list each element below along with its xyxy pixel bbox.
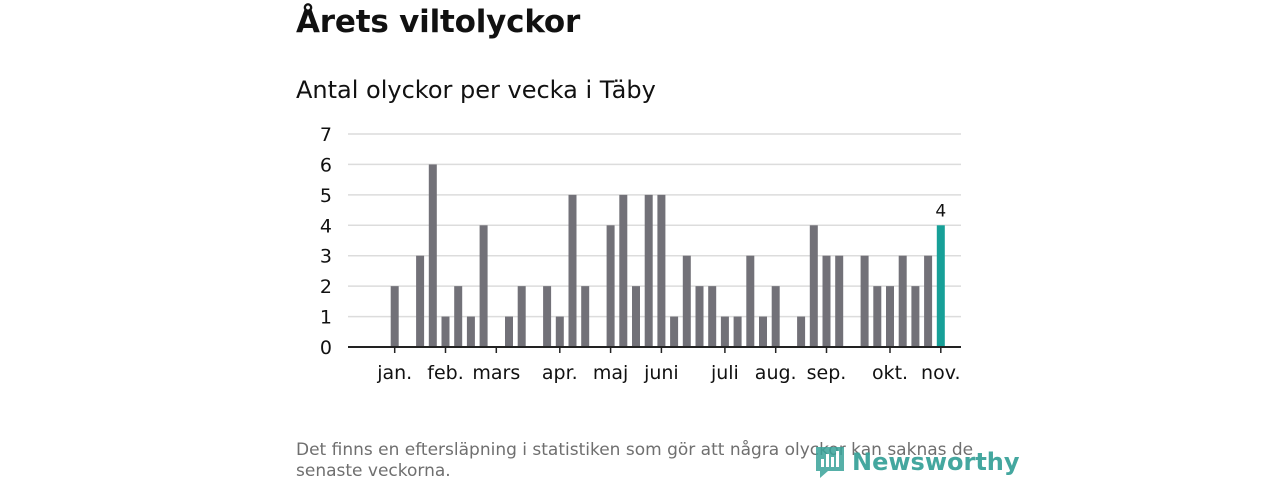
data-labels: 4 xyxy=(935,201,946,221)
bar xyxy=(644,194,653,347)
y-tick-label: 1 xyxy=(320,307,332,329)
x-axis-month-labels: jan. feb. mars apr. maj juni juli aug. sep. okt. n… xyxy=(376,347,961,384)
bar xyxy=(632,286,640,347)
x-tick-label: okt. xyxy=(872,362,908,384)
y-tick-label: 2 xyxy=(320,276,332,298)
bar xyxy=(873,286,882,347)
bar xyxy=(911,286,920,347)
gridlines xyxy=(348,133,961,318)
y-tick-label: 7 xyxy=(320,124,332,146)
x-tick-label: mars xyxy=(472,362,520,384)
x-tick-label: juli xyxy=(710,362,739,384)
x-tick-label: nov. xyxy=(921,362,960,384)
bar xyxy=(695,286,704,347)
data-label: 4 xyxy=(935,201,946,221)
bar xyxy=(809,225,818,347)
x-tick-label: jan. xyxy=(376,362,412,384)
bar xyxy=(860,255,869,347)
bars xyxy=(390,164,945,347)
bar xyxy=(581,286,590,347)
x-tick-label: maj xyxy=(593,362,628,384)
y-tick-label: 3 xyxy=(320,246,332,268)
bar xyxy=(708,286,717,347)
bar-chart: 0 1 2 3 4 5 6 7 jan. feb. mars apr. maj juni juli aug.… xyxy=(320,124,961,384)
bar xyxy=(505,316,513,347)
bar xyxy=(555,316,564,347)
bar xyxy=(771,286,780,347)
bar xyxy=(924,255,933,347)
bar xyxy=(606,225,615,347)
brand-logo: Newsworthy xyxy=(814,445,1020,479)
y-tick-label: 4 xyxy=(320,215,332,237)
bar xyxy=(886,286,894,347)
y-tick-label: 6 xyxy=(320,154,332,176)
bar xyxy=(670,316,679,347)
bar xyxy=(416,255,425,347)
bar xyxy=(441,316,450,347)
newsworthy-logo-icon xyxy=(816,447,844,478)
bar xyxy=(568,194,577,347)
bar-highlight xyxy=(936,225,945,347)
x-tick-label: aug. xyxy=(755,362,797,384)
bar xyxy=(822,255,831,347)
x-tick-label: sep. xyxy=(807,362,847,384)
footnote: Det finns en eftersläpning i statistiken… xyxy=(296,440,974,481)
bar xyxy=(428,164,437,347)
y-axis-ticks: 0 1 2 3 4 5 6 7 xyxy=(320,124,332,359)
bar xyxy=(682,255,691,347)
bar xyxy=(898,255,907,347)
x-tick-label: feb. xyxy=(427,362,463,384)
x-tick-label: apr. xyxy=(542,362,578,384)
bar xyxy=(466,316,475,347)
bar xyxy=(479,225,488,347)
bar xyxy=(619,194,628,347)
bar xyxy=(657,194,666,347)
y-tick-label: 5 xyxy=(320,185,332,207)
bar xyxy=(390,286,399,347)
bar xyxy=(517,286,526,347)
bar xyxy=(797,316,806,347)
page-title: Årets viltolyckor xyxy=(296,4,581,40)
bar xyxy=(733,316,742,347)
x-tick-label: juni xyxy=(643,362,679,384)
y-tick-label: 0 xyxy=(320,337,332,359)
bar xyxy=(746,255,755,347)
bar xyxy=(835,255,844,347)
bar xyxy=(543,286,552,347)
bar xyxy=(454,286,463,347)
bar xyxy=(720,316,729,347)
chart-subtitle: Antal olyckor per vecka i Täby xyxy=(296,76,656,104)
bar xyxy=(759,316,767,347)
brand-name: Newsworthy xyxy=(852,448,1020,476)
